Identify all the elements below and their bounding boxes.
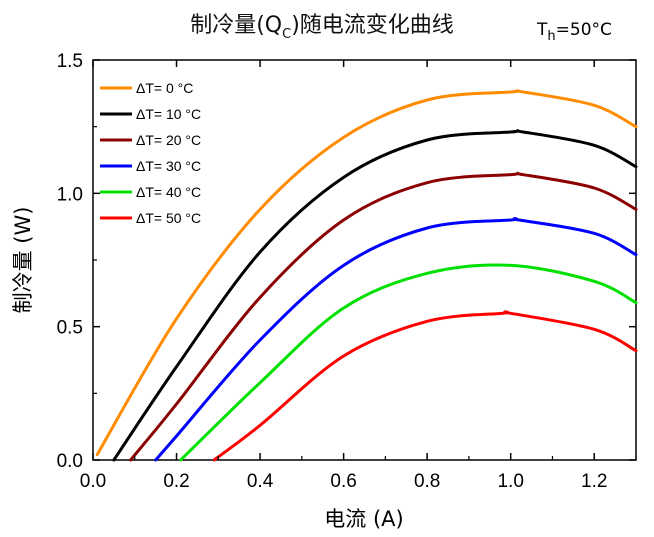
legend: ΔT= 0 °C ΔT= 10 °C ΔT= 20 °C ΔT= 30 °C ΔT= 4… [100,80,201,226]
x-tick-label: 0.4 [247,471,274,492]
series-line-1 [112,129,638,462]
chart-title-subscript: C [282,27,291,42]
legend-label-1: ΔT= 10 °C [136,106,201,122]
chart-title-main: 制冷量(Q [190,13,282,38]
series-line-2 [129,171,638,462]
y-tick-label: 0.0 [57,451,83,472]
x-tick-label: 0.8 [414,471,440,492]
y-tick-label: 0.5 [57,318,83,339]
x-tick-label: 0.2 [163,471,189,492]
condition-subscript: h [547,29,555,44]
series-line-5 [212,310,638,462]
series-line-4 [179,263,638,462]
x-axis-title: 电流 (A) [324,507,403,531]
x-tick-label: 0.6 [330,471,356,492]
x-tick-label: 1.2 [581,471,607,492]
condition-tail: =50°C [556,20,612,40]
series-line-3 [154,217,638,462]
chart-title-tail: )随电流变化曲线 [291,13,454,38]
chart-title: 制冷量(QC)随电流变化曲线 [190,13,454,42]
y-tick-label: 1.0 [57,184,83,205]
legend-label-2: ΔT= 20 °C [136,132,201,148]
condition-label: Th=50°C [536,20,612,44]
legend-label-4: ΔT= 40 °C [136,184,201,200]
legend-label-3: ΔT= 30 °C [136,158,201,174]
legend-label-5: ΔT= 50 °C [136,210,201,226]
series-line-0 [95,89,638,457]
legend-label-0: ΔT= 0 °C [136,80,193,96]
x-tick-label: 0.0 [80,471,106,492]
y-axis-title: 制冷量 (W) [11,207,35,314]
axis-ticks: 0.0 0.2 0.4 0.6 0.8 1.0 1.2 0.0 0.5 1.0 1.5 [57,51,637,492]
x-tick-label: 1.0 [497,471,523,492]
condition-main: T [536,20,548,40]
y-tick-label: 1.5 [57,51,83,72]
series-lines [95,89,638,462]
